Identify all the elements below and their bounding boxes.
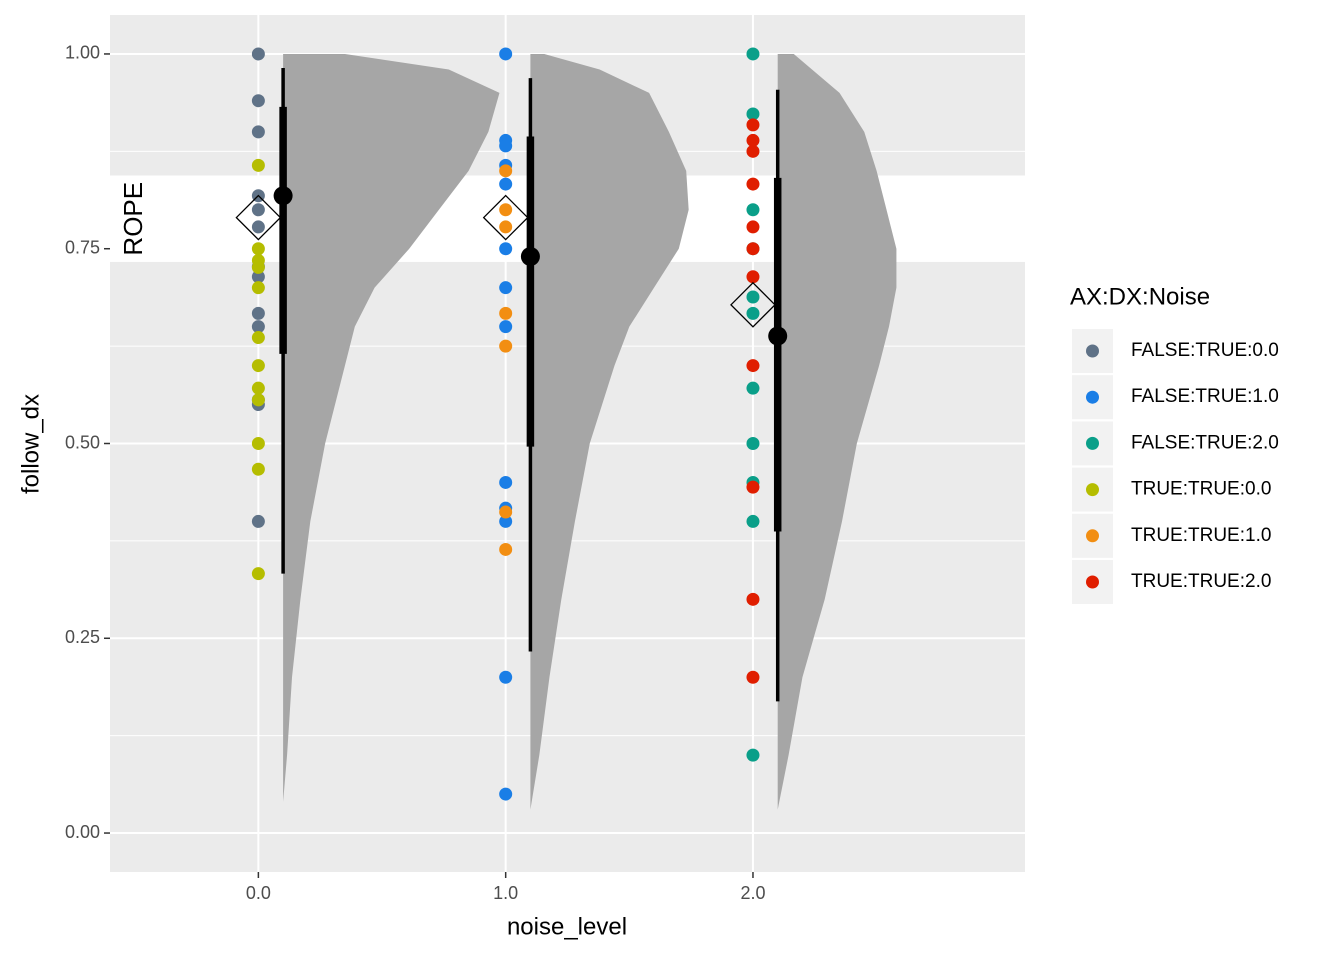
data-point bbox=[499, 320, 513, 334]
legend-label: TRUE:TRUE:1.0 bbox=[1131, 525, 1271, 546]
data-point bbox=[251, 125, 265, 139]
data-point bbox=[746, 290, 760, 304]
data-point bbox=[746, 437, 760, 450]
data-point bbox=[746, 306, 760, 320]
data-point bbox=[499, 505, 513, 519]
point-estimate bbox=[520, 247, 540, 267]
data-point bbox=[251, 242, 265, 256]
legend-symbol bbox=[1086, 483, 1099, 497]
y-tick-label: 0.50 bbox=[65, 432, 100, 452]
data-point bbox=[746, 748, 760, 762]
data-point bbox=[499, 514, 513, 528]
y-tick-label: 0.75 bbox=[65, 237, 100, 257]
data-point bbox=[251, 220, 265, 234]
data-point bbox=[746, 177, 760, 191]
density bbox=[283, 53, 500, 802]
data-point bbox=[746, 47, 760, 61]
legend-label: FALSE:TRUE:2.0 bbox=[1131, 432, 1279, 453]
mean-diamond bbox=[730, 281, 776, 328]
data-point bbox=[499, 475, 513, 489]
data-point bbox=[251, 462, 265, 476]
data-point bbox=[499, 203, 513, 217]
data-point bbox=[251, 567, 265, 581]
x-tick-label: 1.0 bbox=[493, 883, 518, 903]
data-point bbox=[746, 670, 760, 684]
legend-symbol bbox=[1086, 344, 1099, 358]
data-point bbox=[499, 139, 513, 153]
data-point bbox=[499, 220, 513, 234]
density bbox=[777, 53, 897, 810]
data-point bbox=[746, 144, 760, 158]
data-point bbox=[746, 270, 760, 284]
data-point bbox=[746, 133, 760, 147]
legend-label: TRUE:TRUE:2.0 bbox=[1131, 571, 1271, 592]
data-point bbox=[251, 359, 265, 373]
density bbox=[530, 53, 689, 810]
data-point bbox=[251, 306, 265, 320]
legend-title: AX:DX:Noise bbox=[1070, 283, 1210, 310]
data-point bbox=[251, 320, 265, 334]
data-point bbox=[251, 393, 265, 407]
point-estimate bbox=[273, 186, 293, 206]
legend-symbol bbox=[1086, 436, 1099, 450]
data-point bbox=[499, 47, 513, 61]
data-point bbox=[746, 514, 760, 528]
data-point bbox=[499, 339, 513, 353]
data-point bbox=[499, 670, 513, 684]
data-point bbox=[499, 281, 513, 295]
legend-label: FALSE:TRUE:0.0 bbox=[1131, 340, 1279, 361]
data-point bbox=[251, 47, 265, 61]
x-tick-label: 0.0 bbox=[246, 883, 271, 903]
y-tick-label: 0.00 bbox=[65, 822, 100, 842]
y-tick-label: 1.00 bbox=[65, 43, 100, 63]
data-point bbox=[251, 381, 265, 395]
legend-symbol bbox=[1086, 575, 1099, 589]
data-point bbox=[746, 592, 760, 606]
data-point bbox=[499, 306, 513, 320]
data-point bbox=[499, 177, 513, 191]
data-point bbox=[499, 242, 513, 256]
data-point bbox=[746, 118, 760, 132]
mean-diamond bbox=[482, 194, 529, 241]
data-point bbox=[746, 381, 760, 395]
data-point bbox=[251, 270, 265, 284]
point-estimate bbox=[768, 326, 788, 346]
y-axis-title: follow_dx bbox=[17, 394, 44, 494]
data-point bbox=[251, 203, 265, 217]
x-axis-title: noise_level bbox=[507, 913, 627, 940]
data-point bbox=[746, 242, 760, 256]
data-point bbox=[746, 220, 760, 234]
data-point bbox=[746, 359, 760, 373]
data-point bbox=[746, 203, 760, 217]
data-point bbox=[499, 787, 513, 801]
x-tick-label: 2.0 bbox=[740, 883, 765, 903]
rope-label: ROPE bbox=[118, 182, 148, 256]
legend-symbol bbox=[1086, 390, 1099, 404]
legend-label: FALSE:TRUE:1.0 bbox=[1131, 386, 1279, 407]
data-point bbox=[251, 437, 265, 450]
data-point bbox=[499, 164, 513, 178]
mean-diamond bbox=[235, 194, 282, 241]
data-point bbox=[746, 480, 760, 494]
data-point bbox=[251, 331, 265, 345]
y-tick-label: 0.25 bbox=[65, 627, 100, 647]
data-point bbox=[746, 107, 760, 121]
data-point bbox=[251, 94, 265, 108]
legend-label: TRUE:TRUE:0.0 bbox=[1131, 479, 1271, 500]
legend-symbol bbox=[1086, 529, 1099, 543]
data-point bbox=[499, 542, 513, 556]
data-point bbox=[251, 514, 265, 528]
data-point bbox=[251, 158, 265, 172]
data-point bbox=[251, 260, 265, 274]
data-point bbox=[251, 281, 265, 295]
